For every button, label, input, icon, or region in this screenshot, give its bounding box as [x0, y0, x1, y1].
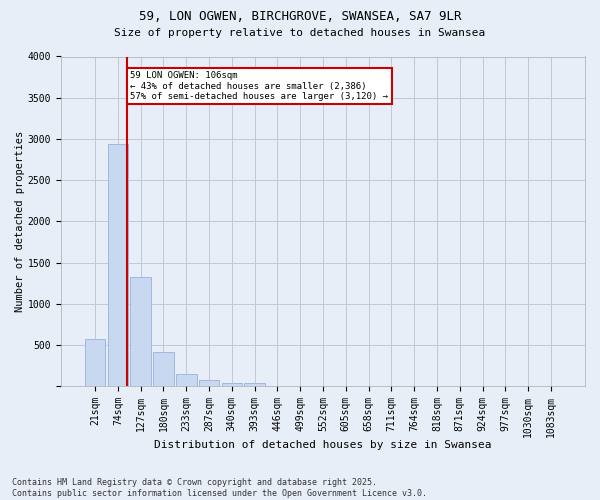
Bar [153, 352, 174, 386]
Bar [244, 382, 265, 386]
Bar [176, 374, 197, 386]
Bar [221, 382, 242, 386]
Y-axis label: Number of detached properties: Number of detached properties [15, 131, 25, 312]
Text: 59, LON OGWEN, BIRCHGROVE, SWANSEA, SA7 9LR: 59, LON OGWEN, BIRCHGROVE, SWANSEA, SA7 … [139, 10, 461, 23]
X-axis label: Distribution of detached houses by size in Swansea: Distribution of detached houses by size … [154, 440, 492, 450]
Bar [85, 338, 106, 386]
Text: Size of property relative to detached houses in Swansea: Size of property relative to detached ho… [115, 28, 485, 38]
Text: 59 LON OGWEN: 106sqm
← 43% of detached houses are smaller (2,386)
57% of semi-de: 59 LON OGWEN: 106sqm ← 43% of detached h… [130, 72, 388, 101]
Text: Contains HM Land Registry data © Crown copyright and database right 2025.
Contai: Contains HM Land Registry data © Crown c… [12, 478, 427, 498]
Bar [107, 144, 128, 386]
Bar [199, 380, 219, 386]
Bar [130, 276, 151, 386]
